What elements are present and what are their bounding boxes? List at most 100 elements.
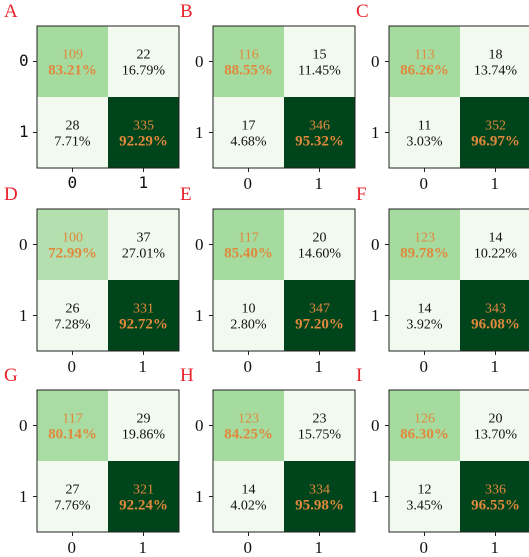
col-tick-label: 0 <box>243 174 253 193</box>
confusion-matrix-d: D 100 72.99% 37 27.01% 26 7.28% 331 92.72% 0 1 0 1 <box>4 184 180 375</box>
cell-percent: 95.98% <box>295 498 344 514</box>
cell-count: 22 <box>137 48 151 63</box>
cell-0-0 <box>37 209 108 280</box>
cell-0-1 <box>284 390 355 461</box>
cell-0-1 <box>284 209 355 280</box>
panel-label: I <box>356 365 363 386</box>
confusion-matrix-g: G 117 80.14% 29 19.86% 27 7.76% 321 92.24% 0 1 0 1 <box>4 366 180 556</box>
cell-percent: 3.03% <box>406 135 443 150</box>
cell-1-0 <box>213 280 284 351</box>
row-tick-label: 0 <box>371 234 380 254</box>
confusion-matrix-a: A 109 83.21% 22 16.79% 28 7.71% 335 92.29% 0 1 0 1 <box>4 2 180 191</box>
cell-0-1 <box>460 209 529 280</box>
cell-1-0 <box>37 280 108 351</box>
cell-1-1 <box>108 280 179 351</box>
row-tick-label: 1 <box>19 305 28 325</box>
col-tick-label: 0 <box>243 538 253 557</box>
col-tick-label: 1 <box>314 357 324 376</box>
cell-count: 335 <box>133 119 154 134</box>
cell-percent: 11.45% <box>298 64 341 79</box>
cell-1-0 <box>389 97 460 168</box>
cell-percent: 4.68% <box>230 135 267 150</box>
cell-percent: 85.40% <box>224 246 273 262</box>
cell-count: 20 <box>489 412 503 427</box>
col-tick-label: 0 <box>243 357 253 376</box>
cell-count: 117 <box>62 412 82 427</box>
row-tick-label: 1 <box>195 305 204 325</box>
cell-percent: 7.71% <box>54 135 91 150</box>
cell-count: 352 <box>485 119 506 134</box>
cell-count: 11 <box>418 119 431 134</box>
panel-label: H <box>180 365 194 386</box>
confusion-matrix-e: E 117 85.40% 20 14.60% 10 2.80% 347 97.20% 0 1 0 1 <box>180 185 356 375</box>
cell-count: 347 <box>309 302 330 317</box>
confusion-matrix-i: I 126 86.30% 20 13.70% 12 3.45% 336 96.55% 0 1 0 1 <box>356 365 529 556</box>
col-tick-label: 1 <box>138 357 148 376</box>
col-tick-label: 0 <box>67 173 78 192</box>
cell-0-0 <box>389 390 460 461</box>
cell-count: 123 <box>414 231 435 246</box>
cell-0-0 <box>37 26 108 97</box>
row-tick-label: 1 <box>371 305 380 325</box>
cell-percent: 97.20% <box>295 317 344 333</box>
row-tick-label: 1 <box>19 121 29 141</box>
panel-label: B <box>180 1 193 22</box>
row-tick-label: 0 <box>195 415 204 435</box>
cell-count: 113 <box>414 48 434 63</box>
cell-count: 109 <box>62 48 83 63</box>
cell-0-0 <box>213 390 284 461</box>
cell-percent: 7.76% <box>54 499 91 514</box>
col-tick-label: 0 <box>67 538 77 557</box>
cell-1-0 <box>213 97 284 168</box>
cell-1-1 <box>108 461 179 532</box>
cell-count: 100 <box>62 231 83 246</box>
cell-percent: 16.79% <box>122 64 166 79</box>
cell-1-1 <box>460 280 529 351</box>
cell-count: 334 <box>309 483 330 498</box>
matrix-frame <box>36 208 180 352</box>
col-tick-label: 0 <box>419 538 429 557</box>
cell-percent: 86.26% <box>400 63 449 79</box>
cell-0-1 <box>460 390 529 461</box>
matrix-frame <box>388 389 529 533</box>
cell-percent: 3.45% <box>406 499 443 514</box>
matrix-frame <box>36 389 180 533</box>
cell-percent: 27.01% <box>122 247 166 262</box>
matrix-frame <box>388 25 529 169</box>
col-tick-label: 1 <box>490 174 500 193</box>
panel-label: D <box>4 184 18 205</box>
col-tick-label: 1 <box>314 174 324 193</box>
cell-count: 17 <box>242 119 256 134</box>
matrix-frame <box>388 208 529 352</box>
cell-1-1 <box>284 461 355 532</box>
col-tick-label: 1 <box>138 538 148 557</box>
row-tick-label: 0 <box>19 50 29 70</box>
cell-count: 15 <box>313 48 327 63</box>
cell-count: 26 <box>66 302 80 317</box>
cell-0-0 <box>213 209 284 280</box>
matrix-frame <box>212 208 356 352</box>
cell-0-0 <box>213 26 284 97</box>
cell-count: 20 <box>313 231 327 246</box>
cell-count: 321 <box>133 483 154 498</box>
cell-percent: 14.60% <box>298 247 342 262</box>
row-tick-label: 1 <box>19 486 28 506</box>
cell-0-0 <box>37 390 108 461</box>
cell-0-1 <box>108 26 179 97</box>
cell-percent: 10.22% <box>474 247 518 262</box>
cell-percent: 3.92% <box>406 318 443 333</box>
row-tick-label: 1 <box>371 486 380 506</box>
cell-percent: 89.78% <box>400 246 449 262</box>
cell-0-0 <box>389 26 460 97</box>
cell-0-1 <box>284 26 355 97</box>
cell-percent: 83.21% <box>48 63 97 79</box>
cell-percent: 13.70% <box>474 428 518 443</box>
cell-percent: 13.74% <box>474 64 518 79</box>
cell-1-0 <box>213 461 284 532</box>
cell-percent: 19.86% <box>122 428 166 443</box>
